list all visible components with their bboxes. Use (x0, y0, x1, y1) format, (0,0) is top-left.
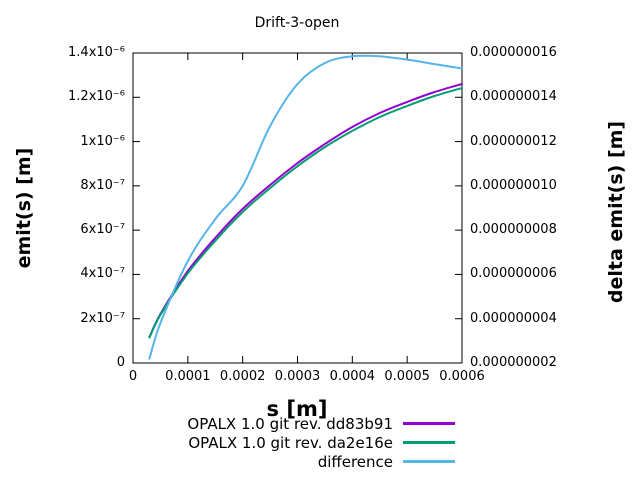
legend-item-2: difference (0, 452, 455, 471)
legend-line-swatch (403, 441, 455, 444)
y-right-tick-label: 0.000000006 (470, 266, 557, 282)
legend-item-1: OPALX 1.0 git rev. da2e16e (0, 433, 455, 452)
x-tick-label: 0.0006 (439, 369, 485, 384)
y-right-tick-label: 0.000000016 (470, 45, 557, 60)
x-tick-label: 0.0002 (219, 369, 266, 384)
x-axis-label: s [m] (266, 397, 328, 421)
y-left-tick-label: 6x10⁻⁷ (80, 222, 125, 238)
x-tick-label: 0.0005 (384, 369, 430, 384)
y-right-tick-label: 0.000000004 (470, 310, 557, 326)
x-tick-label: 0.0004 (329, 369, 376, 384)
y-left-tick-label: 4x10⁻⁷ (80, 266, 125, 282)
legend: OPALX 1.0 git rev. dd83b91 OPALX 1.0 git … (0, 414, 455, 471)
y-right-tick-label: 0.000000014 (470, 89, 557, 105)
y-right-tick-label: 0.000000008 (470, 222, 557, 238)
series-curve-1 (148, 87, 463, 339)
series-curve-2 (148, 54, 463, 360)
chart-title: Drift-3-open (254, 15, 340, 31)
x-tick-label: 0.0003 (274, 369, 321, 384)
y-left-tick-label: 8x10⁻⁷ (80, 177, 125, 193)
legend-label: difference (317, 452, 393, 471)
legend-item-0: OPALX 1.0 git rev. dd83b91 (0, 414, 455, 433)
series-curve-0 (148, 83, 463, 339)
y-right-tick-label: 0.000000010 (470, 177, 557, 193)
y-left-tick-label: 1x10⁻⁶ (80, 133, 125, 149)
y-left-tick-label: 2x10⁻⁷ (80, 310, 125, 326)
y-left-tick-label: 1.4x10⁻⁶ (68, 45, 125, 60)
legend-label: OPALX 1.0 git rev. da2e16e (188, 433, 393, 452)
x-tick-label: 0.0001 (165, 369, 211, 384)
x-tick-label: 0 (128, 369, 138, 384)
y-right-tick-label: 0.000000002 (470, 355, 557, 370)
legend-line-swatch (403, 422, 455, 425)
legend-line-swatch (403, 460, 455, 463)
y-left-tick-label: 1.2x10⁻⁶ (68, 89, 125, 105)
y-right-tick-label: 0.000000012 (470, 133, 557, 149)
y-left-tick-label: 0 (116, 355, 125, 370)
legend-label: OPALX 1.0 git rev. dd83b91 (187, 414, 393, 433)
